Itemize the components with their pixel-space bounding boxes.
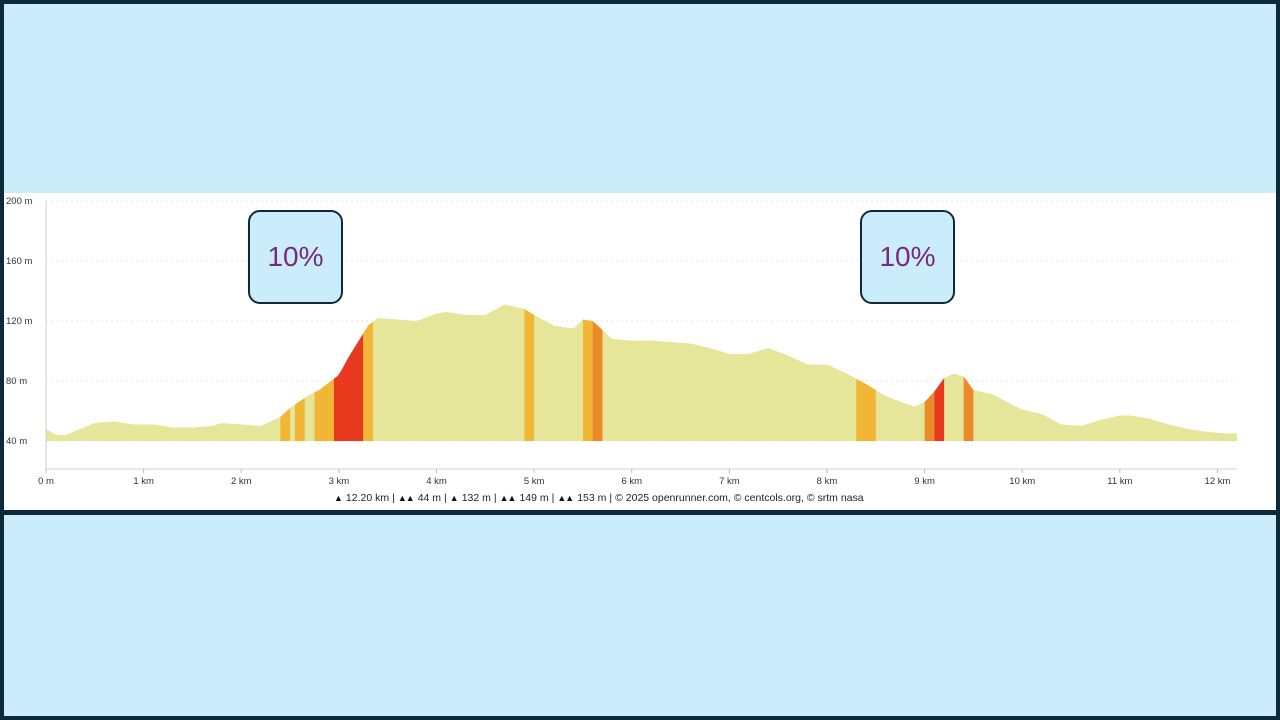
y-tick-label: 80 m [6, 376, 27, 387]
divider-bar [4, 510, 1276, 515]
slope-segment [314, 378, 334, 441]
slope-segment [333, 333, 364, 441]
x-tick-label: 8 km [817, 476, 838, 487]
slope-segment [963, 376, 974, 441]
slope-segment [524, 309, 535, 441]
slope-segment [280, 408, 291, 441]
distance-value: 12.20 km [345, 492, 390, 504]
slope-segments [46, 304, 1237, 441]
y-tick-labels: 40 m 80 m 120 m 160 m 200 m [6, 196, 32, 447]
x-tick-label: 1 km [133, 476, 154, 487]
x-tick-label: 9 km [914, 476, 935, 487]
slope-callout-2: 10% [860, 210, 955, 304]
slope-segment [934, 378, 945, 441]
x-tick-label: 4 km [426, 476, 447, 487]
slope-callout-2-text: 10% [879, 241, 936, 272]
x-tick-label: 0 m [38, 476, 54, 487]
y-tick-label: 200 m [6, 196, 32, 207]
axes [45, 201, 1237, 470]
x-tick-label: 12 km [1205, 476, 1231, 487]
min-altitude-icon: ▲▲ [397, 493, 415, 503]
y-tick-label: 40 m [6, 436, 27, 447]
min-altitude-value: 44 m [417, 492, 442, 504]
max-altitude-value: 132 m [461, 492, 491, 504]
elevation-gain-icon: ▲▲ [499, 493, 517, 503]
x-tick-label: 5 km [524, 476, 545, 487]
x-tick-label: 6 km [621, 476, 642, 487]
elevation-profile-chart: 40 m 80 m 120 m 160 m 200 m 0 m 1 km 2 km 3 km 4… [6, 196, 1237, 487]
max-altitude-icon: ▲ [449, 493, 459, 503]
slope-callout-1: 10% [248, 210, 343, 304]
x-tick-label: 10 km [1009, 476, 1035, 487]
credits-text: © 2025 openrunner.com, © centcols.org, ©… [615, 492, 864, 504]
x-tick-labels: 0 m 1 km 2 km 3 km 4 km 5 km 6 km 7 km 8 km 9 km 1… [38, 469, 1230, 487]
slope-segment [924, 391, 935, 441]
slope-segment [363, 321, 374, 441]
x-tick-label: 2 km [231, 476, 252, 487]
elevation-loss-value: 153 m [577, 492, 607, 504]
x-tick-label: 3 km [329, 476, 350, 487]
elevation-gain-value: 149 m [519, 492, 549, 504]
x-tick-label: 7 km [719, 476, 740, 487]
x-tick-label: 11 km [1107, 476, 1132, 487]
slope-callout-1-text: 10% [267, 241, 324, 272]
slope-segment [592, 321, 603, 441]
route-stats-footer: ▲ 12.20 km | ▲▲ 44 m | ▲ 132 m | ▲▲ 149 … [334, 492, 864, 504]
y-tick-label: 160 m [6, 256, 32, 267]
slope-segment [294, 397, 305, 441]
slope-segment [582, 319, 593, 441]
y-tick-label: 120 m [6, 316, 32, 327]
elevation-area [46, 304, 1237, 441]
distance-icon: ▲ [334, 493, 343, 503]
elevation-loss-icon: ▲▲ [557, 493, 574, 503]
slope-segment [856, 378, 876, 441]
elevation-profile-panel: 40 m 80 m 120 m 160 m 200 m 0 m 1 km 2 km 3 km 4… [4, 193, 1276, 510]
